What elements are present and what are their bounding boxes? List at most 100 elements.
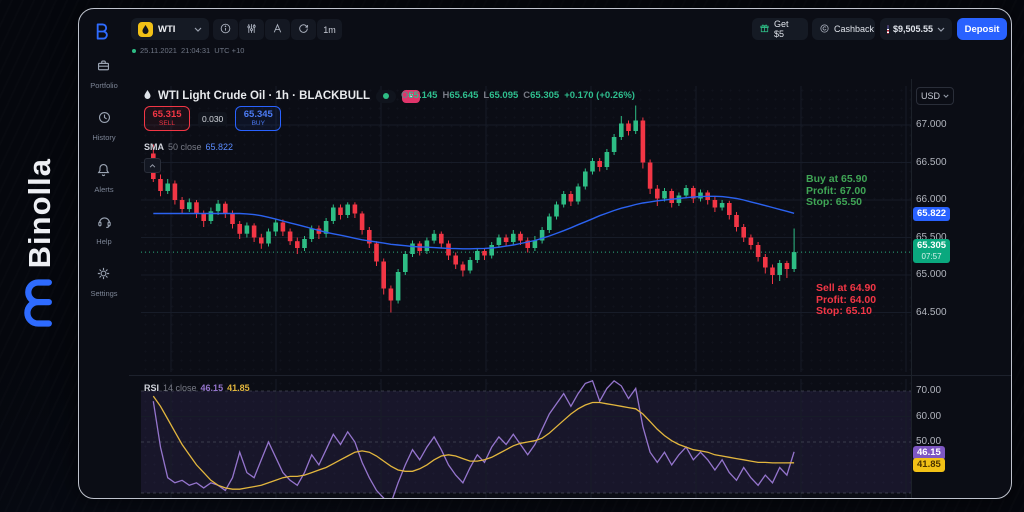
- sidebar-item-help[interactable]: Help: [96, 211, 113, 248]
- cashback-button[interactable]: Cashback: [812, 18, 875, 40]
- balance-selector[interactable]: $9,505.55: [880, 18, 952, 40]
- connection-dot-icon: [132, 48, 136, 53]
- session-info: 25.11.2021 21:04:31 UTC +10: [132, 46, 244, 55]
- session-timezone: UTC +10: [214, 46, 245, 55]
- sma-name: SMA: [144, 142, 164, 152]
- rsi-tick: 50.00: [916, 436, 942, 447]
- chart-symbol-title[interactable]: WTI Light Crude Oil · 1h · BLACKBULL: [158, 90, 371, 102]
- sidebar-item-portfolio[interactable]: Portfolio: [90, 55, 118, 92]
- text-tool-icon: [271, 22, 284, 37]
- session-time: 21:04:31: [180, 46, 211, 55]
- sidebar-item-history[interactable]: History: [92, 107, 116, 144]
- buy-button[interactable]: 65.345 BUY: [235, 106, 282, 131]
- low-value: 65.095: [489, 90, 519, 101]
- chevron-down-icon: [943, 94, 949, 98]
- timeframe-button[interactable]: 1m: [317, 19, 342, 40]
- instrument-symbol: WTI: [158, 23, 176, 35]
- market-open-dot-icon: [383, 93, 390, 99]
- rsi-tick: 60.00: [916, 410, 942, 422]
- currency-label: USD: [920, 91, 940, 101]
- buy-setup-annotation: Buy at 65.90 Profit: 67.00 Stop: 65.50: [806, 173, 868, 209]
- gift-icon: [759, 23, 770, 36]
- spread-value: 0.030: [198, 111, 228, 126]
- brand-name: Binolla: [21, 158, 57, 269]
- cashback-icon: [819, 23, 830, 36]
- sell-price: 65.315: [152, 108, 182, 120]
- rsi-name: RSI: [144, 383, 160, 393]
- sma-indicator-label[interactable]: SMA 50 close 65.822: [144, 142, 233, 152]
- headset-icon: [96, 213, 113, 235]
- buy-profit-line: Profit: 67.00: [806, 184, 867, 197]
- rsi-ma-badge: 41.85: [913, 458, 945, 472]
- price-chart[interactable]: [141, 86, 911, 372]
- sidebar: Portfolio History Alerts Help Settings: [79, 9, 129, 498]
- quick-trade: 65.315 SELL 0.030 65.345 BUY: [144, 106, 282, 131]
- history-icon: [96, 109, 113, 131]
- sidebar-item-label: Settings: [90, 289, 118, 298]
- auto-refresh-button[interactable]: [291, 19, 316, 40]
- collapse-chevron-icon[interactable]: [144, 158, 161, 173]
- rsi-ma-value: 41.85: [227, 383, 250, 393]
- open-label: O: [401, 90, 409, 101]
- sell-stop-line: Stop: 65.10: [816, 305, 873, 317]
- deposit-button[interactable]: Deposit: [957, 18, 1007, 40]
- rsi-value: 46.15: [200, 383, 224, 393]
- axis-divider: [911, 79, 912, 498]
- pane-separator[interactable]: [129, 375, 1011, 376]
- high-value: 65.645: [449, 90, 479, 101]
- indicators-button[interactable]: [239, 19, 264, 40]
- market-status: [376, 89, 397, 103]
- sidebar-item-label: History: [92, 133, 116, 142]
- chevron-down-icon: [937, 24, 945, 34]
- buy-stop-line: Stop: 65.50: [806, 196, 863, 208]
- droplet-icon: [143, 87, 152, 105]
- instrument-flag-icon: ≈: [402, 89, 421, 103]
- price-tick: 64.500: [916, 306, 947, 318]
- bonus-button[interactable]: Get $5: [752, 18, 808, 40]
- sell-entry-line: Sell at 64.90: [816, 282, 877, 294]
- drawing-tool-button[interactable]: [265, 19, 290, 40]
- sma-value: 65.822: [205, 142, 234, 152]
- refresh-icon: [297, 22, 310, 37]
- sell-button[interactable]: 65.315 SELL: [144, 106, 190, 131]
- info-icon: [219, 22, 232, 37]
- us-flag-icon: [887, 24, 889, 34]
- price-tick: 66.000: [916, 194, 947, 205]
- rsi-params: 14 close: [163, 383, 197, 393]
- binolla-mark-icon[interactable]: [92, 22, 109, 46]
- session-date: 25.11.2021: [140, 46, 177, 55]
- sidebar-item-label: Portfolio: [90, 81, 118, 90]
- rsi-tick: 70.00: [916, 385, 942, 396]
- currency-selector[interactable]: USD: [916, 87, 954, 105]
- timeframe-label: 1m: [323, 24, 336, 35]
- price-tick: 65.000: [916, 269, 947, 280]
- bonus-label: Get $5: [774, 19, 789, 39]
- sell-label: SELL: [159, 119, 175, 127]
- sma-params: 50 close: [168, 142, 202, 152]
- oil-icon: [138, 21, 153, 37]
- rsi-indicator-label[interactable]: RSI 14 close 46.15 41.85: [144, 383, 250, 393]
- close-value: 65.305: [530, 90, 560, 101]
- sell-setup-annotation: Sell at 64.90 Profit: 64.00 Stop: 65.10: [816, 282, 877, 318]
- open-value: 65.145: [408, 90, 438, 101]
- gear-icon: [95, 265, 112, 287]
- info-button[interactable]: [213, 19, 238, 40]
- sma-price-badge: 65.822: [913, 207, 951, 221]
- app-window: Portfolio History Alerts Help Settings: [78, 8, 1012, 499]
- binolla-logo-icon: [19, 278, 59, 333]
- sell-profit-line: Profit: 64.00: [816, 293, 877, 306]
- sidebar-item-settings[interactable]: Settings: [90, 263, 118, 300]
- ohlc-readout: O65.145 H65.645 L65.095 C65.305 +0.170 (…: [401, 90, 635, 101]
- buy-entry-line: Buy at 65.90: [806, 173, 868, 185]
- close-label: C: [523, 90, 531, 101]
- sidebar-item-alerts[interactable]: Alerts: [94, 159, 114, 196]
- instrument-selector[interactable]: WTI: [131, 18, 209, 40]
- low-label: L: [483, 90, 490, 101]
- rsi-chart[interactable]: [141, 379, 911, 498]
- bell-icon: [95, 161, 112, 183]
- chart-header: WTI Light Crude Oil · 1h · BLACKBULL ≈: [143, 87, 421, 105]
- price-tick: 67.000: [916, 119, 947, 130]
- price-tick: 65.500: [916, 231, 947, 243]
- brand: Binolla: [6, 158, 72, 368]
